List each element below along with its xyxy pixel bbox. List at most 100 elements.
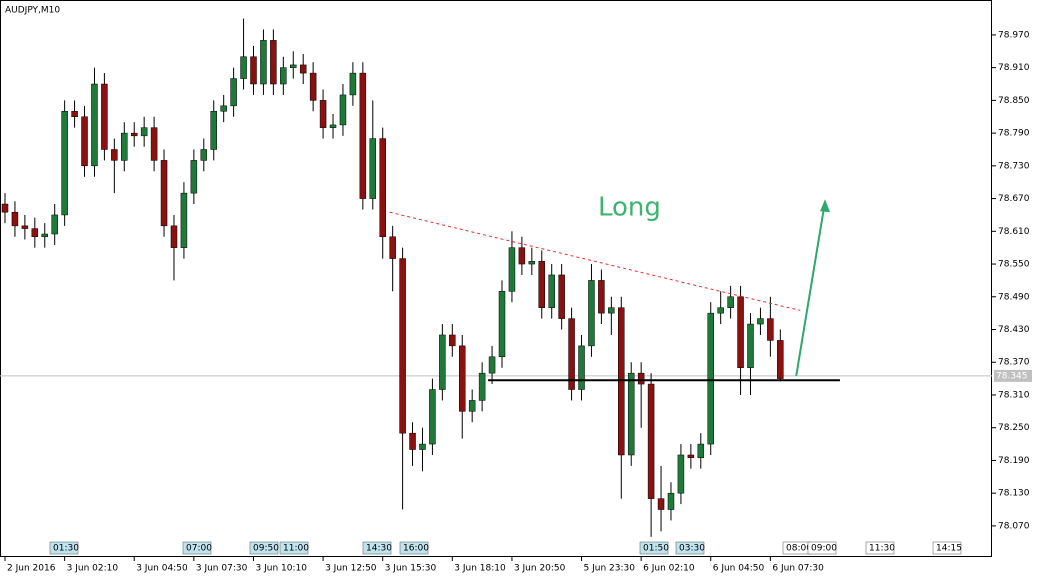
candle-body [220, 105, 227, 112]
candle-body [667, 492, 675, 510]
candle-body [389, 236, 396, 259]
candle-body [130, 132, 138, 137]
candle-body [468, 400, 476, 412]
chart-title: AUDJPY,M10 [5, 6, 60, 16]
candle-body [528, 261, 536, 265]
candle-body [449, 334, 456, 347]
time-marker-box [639, 541, 669, 555]
candle-body [419, 443, 426, 450]
candle-body [61, 111, 68, 216]
current-price-label: 78.345 [996, 371, 1028, 381]
candle-body [160, 160, 168, 227]
candle-body [508, 247, 516, 292]
y-tick-label: 78.730 [998, 161, 1030, 171]
candle-body [488, 356, 496, 374]
time-marker-box [807, 541, 837, 555]
candle-body [210, 111, 217, 150]
trend-line [389, 211, 801, 311]
candle-body [309, 72, 317, 101]
candle-body [270, 40, 277, 85]
candle-body [91, 83, 98, 167]
candle-body [240, 56, 247, 79]
candle-body [260, 40, 267, 85]
y-tick-label: 78.550 [998, 260, 1030, 270]
y-tick-label: 78.670 [998, 194, 1030, 204]
candle-body [458, 345, 466, 412]
time-marker-label: 01:50 [643, 544, 669, 554]
y-tick-label: 78.070 [998, 521, 1030, 531]
candle-body [329, 124, 337, 128]
current-price-box [994, 369, 1032, 382]
candle-body [777, 340, 784, 379]
y-tick-label: 78.130 [998, 489, 1030, 499]
time-marker-label: 03:30 [679, 544, 705, 554]
time-marker-box [279, 541, 309, 555]
time-marker-label: 09:50 [253, 544, 279, 554]
candle-body [697, 443, 705, 458]
candle-body [647, 383, 655, 499]
candle-body [21, 225, 29, 229]
arrow-line [795, 201, 827, 377]
candle-body [598, 280, 605, 314]
candle-body [498, 291, 506, 358]
candle-body [478, 372, 486, 401]
candle-body [518, 247, 526, 265]
y-tick-label: 78.970 [998, 30, 1030, 40]
y-tick-label: 78.190 [998, 456, 1030, 466]
candle-body [737, 296, 744, 368]
time-marker-label: 11:00 [283, 544, 309, 554]
candle-body [618, 307, 625, 456]
x-tick-label: 5 Jun 23:30 [584, 564, 636, 574]
annotation: Long [598, 193, 661, 223]
candle-body [319, 100, 327, 128]
candle-body [81, 116, 88, 167]
candle-body [111, 149, 118, 161]
candle-body [190, 160, 198, 194]
candle-body [299, 64, 307, 74]
candle-body [280, 67, 287, 85]
plot-frame [0, 0, 992, 557]
candle-body [369, 138, 377, 199]
time-marker-box [399, 541, 429, 555]
candle-body [727, 296, 734, 308]
time-marker-label: 11:30 [869, 544, 895, 554]
candle-body [101, 83, 108, 150]
time-marker-label: 08:00 [786, 544, 812, 554]
candle-body [627, 372, 635, 456]
time-marker-box [675, 541, 705, 555]
time-marker-label: 16:00 [403, 544, 429, 554]
x-tick-label: 3 Jun 20:50 [514, 564, 566, 574]
x-tick-label: 3 Jun 02:10 [67, 564, 119, 574]
y-tick-label: 78.490 [998, 292, 1030, 302]
time-marker-box [249, 541, 279, 555]
candle-body [170, 225, 178, 248]
candle-body [359, 72, 367, 199]
x-tick-label: 3 Jun 04:50 [136, 564, 188, 574]
x-tick-label: 3 Jun 12:50 [325, 564, 377, 574]
candle-body [578, 345, 585, 390]
candle-body [588, 280, 595, 347]
candle-body [568, 318, 575, 390]
y-tick-label: 78.430 [998, 325, 1030, 335]
time-marker-box [362, 541, 392, 555]
candle-body [637, 372, 645, 385]
candle-body [41, 233, 49, 238]
candle-body [687, 454, 695, 458]
time-marker-box [182, 541, 212, 555]
candle-body [140, 127, 148, 137]
time-marker-box [932, 541, 962, 555]
candle-body [538, 261, 546, 308]
x-tick-label: 6 Jun 02:10 [643, 564, 695, 574]
x-tick-label: 6 Jun 07:30 [772, 564, 824, 574]
y-tick-label: 78.790 [998, 129, 1030, 139]
x-tick-label: 3 Jun 10:10 [256, 564, 308, 574]
x-tick-label: 3 Jun 18:10 [454, 564, 506, 574]
time-marker-label: 09:00 [811, 544, 837, 554]
candle-body [51, 214, 58, 235]
candle-body [677, 454, 685, 494]
candle-body [657, 498, 665, 510]
y-tick-label: 78.310 [998, 390, 1030, 400]
candle-body [71, 111, 78, 117]
x-tick-label: 3 Jun 15:30 [385, 564, 437, 574]
